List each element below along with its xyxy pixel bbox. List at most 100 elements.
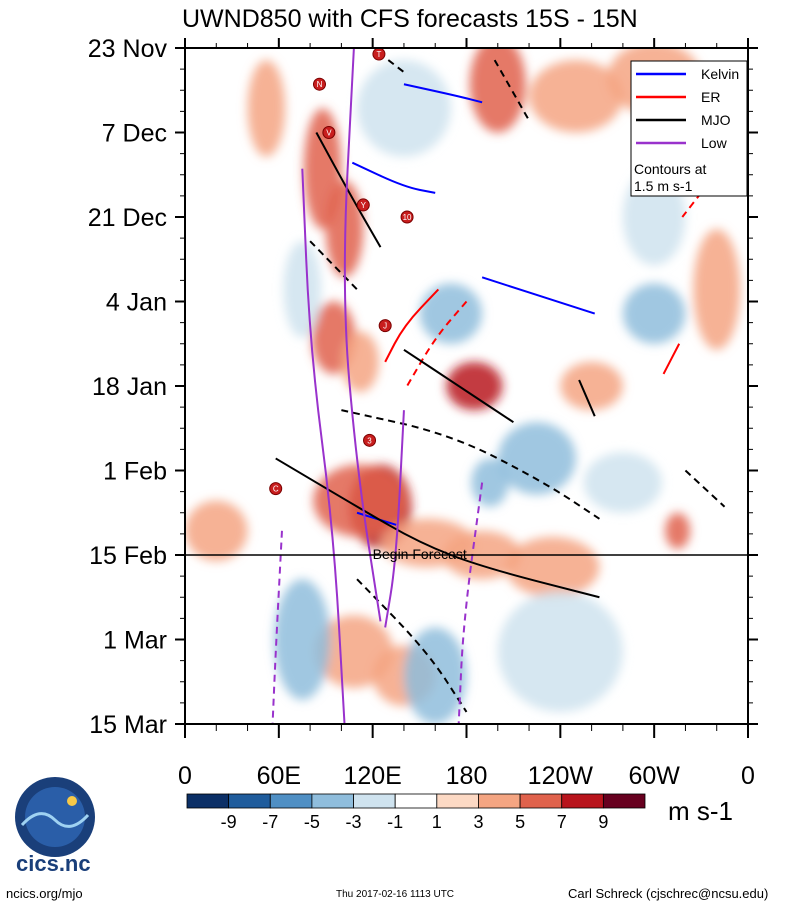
storm-marker: T [372,48,386,61]
storm-icon [363,433,377,447]
y-tick-label: 4 Jan [106,289,167,317]
logo-text: cics.nc [16,851,91,876]
colorbar-swatch [311,793,354,809]
contour-er [662,343,681,375]
y-tick-label: 1 Feb [103,458,167,486]
contour-mjo [684,469,726,508]
colorbar-swatch [394,793,438,809]
anomaly-patch [357,60,451,157]
contour-lines [271,48,726,724]
x-tick-label: 0 [178,762,192,790]
legend-label: Low [701,135,728,151]
contour-mjo [387,59,405,73]
colorbar-swatch [561,793,604,809]
storm-label: Y [361,201,367,210]
anomaly-patch [622,283,686,344]
contour-low [384,410,405,628]
cicsnc-logo: cics.nc [10,775,100,876]
colorbar-swatch [228,793,271,809]
legend-label: Kelvin [701,66,739,82]
anomaly-patch [247,60,286,157]
colorbar-units: m s-1 [668,796,733,826]
x-tick-label: 0 [741,762,755,790]
storm-label: J [383,322,387,331]
y-tick-label: 15 Mar [89,711,167,739]
contour-mjo [403,348,514,424]
contour-mjo [275,457,600,599]
storm-icon [322,126,336,139]
storm-marker: Y [356,198,370,212]
anomaly-patch [341,331,379,393]
anomaly-patch [274,579,331,700]
footer-timestamp: Thu 2017-02-16 1113 UTC [336,889,455,900]
colorbar-swatch [436,793,479,809]
contour-kelvin [481,276,596,315]
storm-icon [400,210,414,224]
storm-markers: T N V Y 10 J 3 C [269,48,414,496]
colorbar-swatch [353,793,396,809]
storm-icon [312,77,326,91]
storm-marker: N [312,77,326,91]
footer-credit: Carl Schreck (cjschrec@ncsu.edu) [568,886,769,901]
storm-label: V [326,129,332,138]
colorbar-label: -9 [221,812,237,832]
storm-marker: 3 [363,433,377,447]
anomaly-field [185,48,741,724]
footer-left[interactable]: ncics.org/mjo [6,886,83,901]
y-tick-label: 21 Dec [88,204,167,232]
x-axis: 0 60E 120E 180 120W 60W 0 [178,38,755,790]
anomaly-patch [471,458,509,507]
colorbar-label: 3 [473,812,483,832]
x-tick-label: 120E [343,762,401,790]
x-tick-label: 60E [257,762,301,790]
y-tick-label: 15 Feb [89,542,167,570]
anomaly-patch [665,512,691,549]
anomaly-patch [497,422,576,495]
contour-mjo [315,132,382,248]
anomaly-patch [403,627,467,724]
y-tick-label: 23 Nov [88,35,168,63]
contour-low [457,482,484,724]
storm-label: 3 [367,436,372,445]
anomaly-patch [583,452,662,513]
legend-note: 1.5 m s-1 [634,178,693,194]
x-tick-label: 60W [628,762,680,790]
legend-box [630,60,748,197]
colorbar-swatch [269,793,313,809]
storm-label: 10 [403,213,412,222]
colorbar-swatch [186,793,230,809]
y-axis: 23 Nov 7 Dec 21 Dec 4 Jan 18 Jan 1 Feb 15 Feb 1… [88,35,758,739]
anomaly-patch [529,60,623,133]
storm-marker: 10 [400,210,414,224]
storm-marker: V [322,126,336,139]
contour-mjo [356,578,468,713]
storm-label: C [273,485,279,494]
storm-icon [378,319,392,333]
colorbar-label: -5 [304,812,320,832]
contour-mjo [341,409,600,520]
colorbar-label: 7 [557,812,567,832]
colorbar-label: -1 [387,812,403,832]
anomaly-patch [446,361,503,411]
legend-note: Contours at [634,161,706,177]
anomaly-patch [497,591,623,712]
anomaly-patch [185,500,248,562]
storm-marker: J [378,319,392,333]
contour-kelvin [351,161,436,194]
y-tick-label: 18 Jan [92,373,167,401]
contour-low [301,168,346,724]
anomaly-patch [560,361,623,411]
anomaly-patch [283,241,322,338]
anomaly-patch [505,536,600,598]
legend: Kelvin ER MJO Low Contours at1.5 m s-1 [630,60,748,197]
forecast-label: Begin Forecast [373,546,467,562]
contour-kelvin [403,83,483,104]
anomaly-patch [313,464,408,537]
storm-icon [356,198,370,212]
contour-er [406,300,468,387]
storm-label: T [376,50,381,59]
contour-mjo [578,379,596,417]
colorbar-label: -7 [262,812,278,832]
x-tick-label: 180 [446,762,488,790]
